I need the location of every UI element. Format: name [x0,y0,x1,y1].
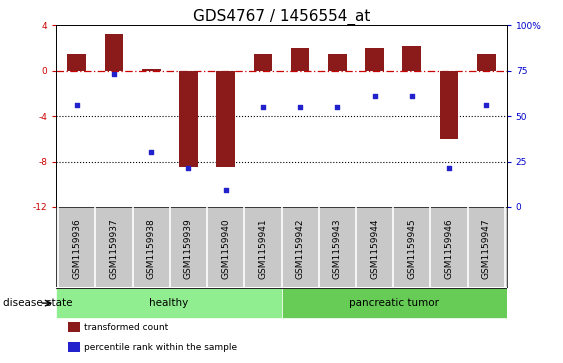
Point [147,150,156,155]
Bar [105,34,123,71]
Point [296,104,305,110]
Text: GSM1159944: GSM1159944 [370,218,379,279]
Bar [282,288,507,318]
Text: healthy: healthy [149,298,189,308]
Bar [56,288,282,318]
Text: percentile rank within the sample: percentile rank within the sample [84,343,238,352]
Bar [253,54,272,71]
Text: transformed count: transformed count [84,323,169,332]
Bar [328,54,347,71]
Text: GSM1159939: GSM1159939 [184,218,193,279]
Bar [440,71,458,139]
Point [221,187,230,193]
Bar [68,54,86,71]
Point [184,166,193,171]
Bar [142,69,160,71]
Bar [179,71,198,167]
Point [109,71,118,77]
Point [370,93,379,99]
Text: GSM1159936: GSM1159936 [72,218,81,279]
Point [407,93,416,99]
Text: GSM1159947: GSM1159947 [482,218,491,279]
Point [258,104,267,110]
Text: GSM1159943: GSM1159943 [333,218,342,279]
Text: GSM1159945: GSM1159945 [407,218,416,279]
Text: disease state: disease state [3,298,72,308]
Point [482,102,491,108]
Text: GSM1159946: GSM1159946 [445,218,454,279]
Text: pancreatic tumor: pancreatic tumor [349,298,439,308]
Bar [291,48,310,71]
Point [333,104,342,110]
Title: GDS4767 / 1456554_at: GDS4767 / 1456554_at [193,9,370,25]
Bar [216,71,235,167]
Text: GSM1159941: GSM1159941 [258,218,267,279]
Bar [477,54,495,71]
Bar [403,46,421,71]
Point [445,166,454,171]
Text: GSM1159937: GSM1159937 [109,218,118,279]
Text: GSM1159938: GSM1159938 [147,218,156,279]
Point [72,102,81,108]
Text: GSM1159940: GSM1159940 [221,218,230,279]
Text: GSM1159942: GSM1159942 [296,218,305,279]
Bar [365,48,384,71]
